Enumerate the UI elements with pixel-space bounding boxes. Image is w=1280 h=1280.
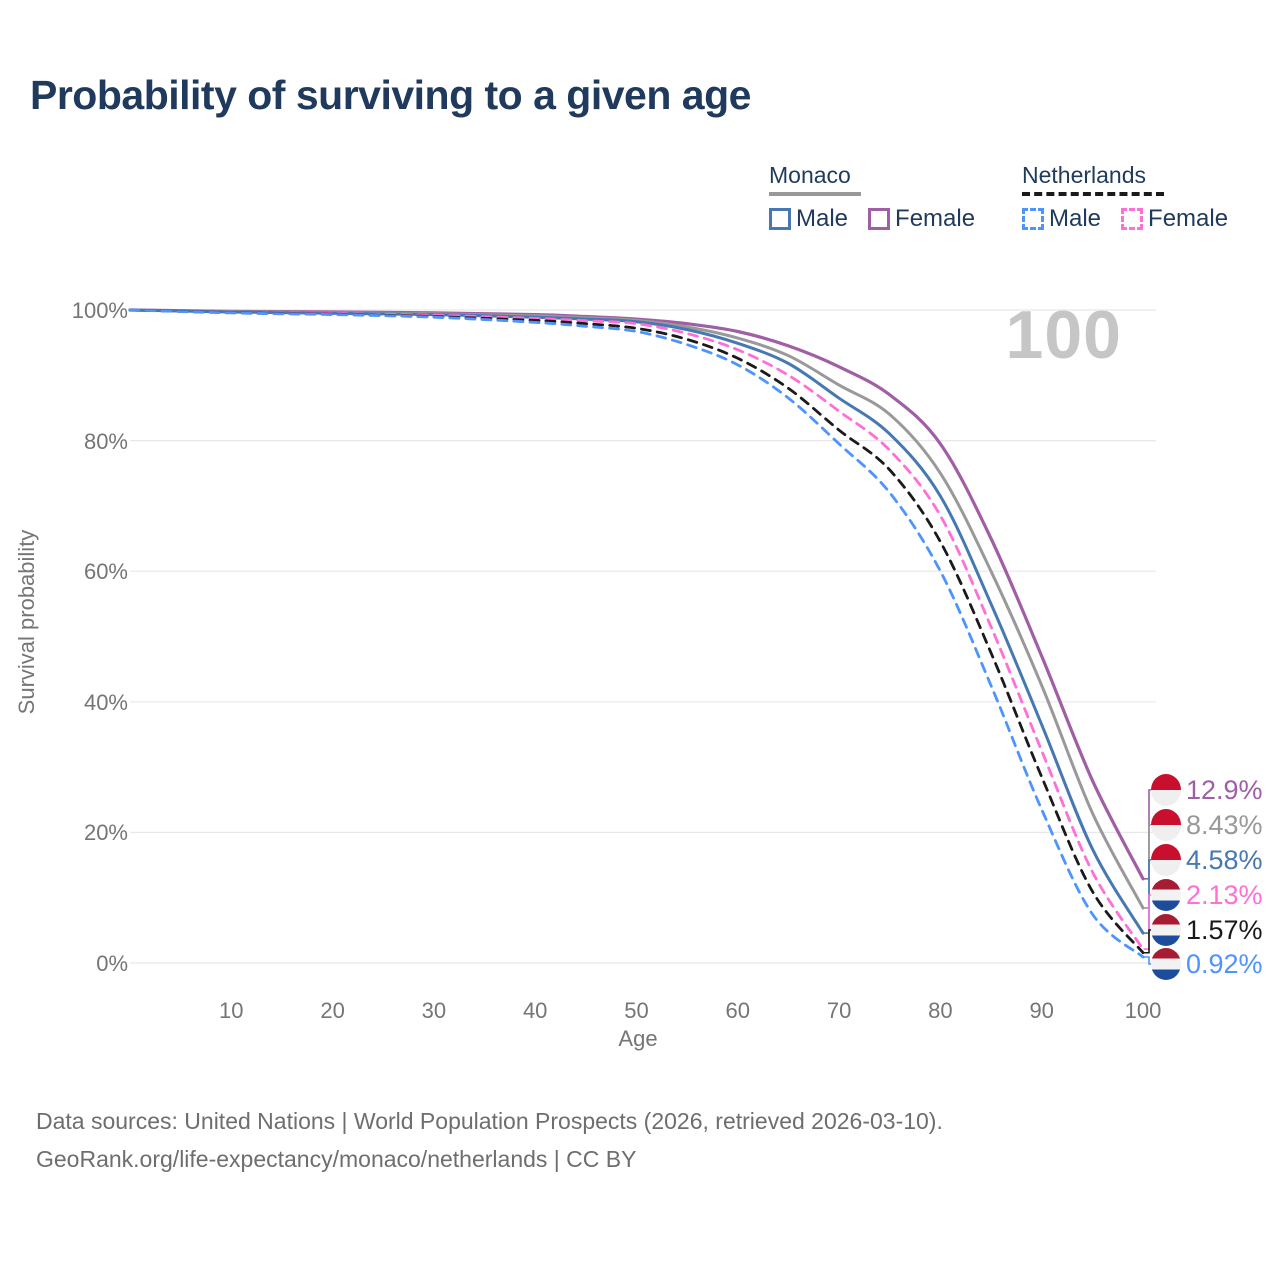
- monaco-flag-icon: [1151, 774, 1181, 806]
- page-title: Probability of surviving to a given age: [30, 72, 751, 118]
- end-label-value: 12.9%: [1186, 774, 1263, 805]
- legend-netherlands-line-swatch: [1022, 192, 1164, 196]
- x-axis-title: Age: [618, 1026, 658, 1051]
- x-tick-label: 60: [725, 998, 751, 1023]
- end-label-row[interactable]: 4.58%: [1151, 843, 1263, 877]
- legend-monaco-female-label: Female: [895, 205, 976, 232]
- footer-link[interactable]: GeoRank.org/life-expectancy/monaco/nethe…: [36, 1146, 637, 1172]
- end-label-value: 4.58%: [1186, 844, 1263, 875]
- monaco-male-swatch-icon: [769, 208, 791, 230]
- x-tick-label: 70: [826, 998, 852, 1023]
- legend-netherlands-male-label: Male: [1049, 205, 1102, 232]
- series-line-netherlands-male: [128, 308, 1145, 959]
- netherlands-female-swatch-icon: [1121, 208, 1144, 230]
- x-tick-label: 100: [1124, 998, 1162, 1023]
- end-label-value: 1.57%: [1186, 914, 1263, 945]
- x-tick-label: 30: [421, 998, 447, 1023]
- y-tick-label: 100%: [71, 298, 128, 323]
- y-tick-label: 40%: [83, 689, 128, 715]
- y-tick-label: 80%: [83, 428, 128, 454]
- monaco-female-swatch-icon: [868, 208, 891, 230]
- monaco-flag-icon: [1151, 809, 1181, 841]
- netherlands-flag-icon: [1151, 879, 1181, 911]
- x-tick-label: 10: [219, 998, 244, 1023]
- legend-netherlands-female[interactable]: Female: [1121, 205, 1228, 233]
- legend-netherlands-female-label: Female: [1148, 205, 1229, 232]
- end-label-row[interactable]: 8.43%: [1151, 808, 1263, 842]
- end-label-value: 2.13%: [1186, 879, 1263, 910]
- series-line-netherlands-female: [128, 308, 1145, 951]
- x-tick-label: 90: [1029, 998, 1054, 1023]
- footer-source: Data sources: United Nations | World Pop…: [36, 1108, 943, 1134]
- series-line-netherlands-both-sexes: [128, 308, 1145, 955]
- end-label-row[interactable]: 2.13%: [1151, 878, 1263, 912]
- series-line-monaco-male: [128, 308, 1145, 935]
- legend-monaco-label[interactable]: Monaco: [769, 162, 851, 188]
- legend-monaco-female[interactable]: Female: [868, 205, 975, 233]
- legend-monaco: Monaco Male Female: [769, 162, 989, 233]
- x-tick-label: 40: [522, 998, 548, 1023]
- end-label-value: 0.92%: [1186, 948, 1263, 979]
- legend-monaco-line-swatch: [769, 192, 861, 196]
- legend-netherlands: Netherlands Male Female: [1022, 162, 1242, 233]
- legend-monaco-male[interactable]: Male: [769, 205, 848, 233]
- legend-netherlands-label[interactable]: Netherlands: [1022, 162, 1147, 188]
- legend-monaco-male-label: Male: [796, 205, 849, 232]
- legend-netherlands-male[interactable]: Male: [1022, 205, 1101, 233]
- end-label-row[interactable]: 12.9%: [1151, 773, 1263, 807]
- monaco-flag-icon: [1151, 844, 1181, 876]
- y-tick-label: 0%: [96, 951, 128, 976]
- y-tick-label: 20%: [83, 820, 128, 846]
- netherlands-flag-icon: [1151, 948, 1181, 980]
- series-line-monaco-both-sexes: [128, 308, 1145, 910]
- end-label-row[interactable]: 0.92%: [1151, 947, 1263, 981]
- x-tick-label: 20: [320, 998, 345, 1023]
- end-label-value: 8.43%: [1186, 809, 1263, 840]
- x-tick-label: 50: [624, 998, 649, 1023]
- x-tick-label: 80: [928, 998, 953, 1023]
- netherlands-flag-icon: [1151, 914, 1181, 946]
- series-line-monaco-female: [128, 308, 1145, 881]
- y-tick-label: 60%: [83, 559, 128, 585]
- end-label-row[interactable]: 1.57%: [1151, 913, 1263, 947]
- netherlands-male-swatch-icon: [1022, 208, 1044, 230]
